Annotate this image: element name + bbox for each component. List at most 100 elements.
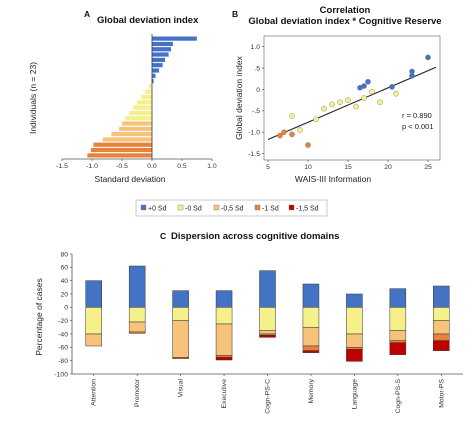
panel-b-point [409,72,415,79]
panel-c-ylabel: Percentage of cases [34,278,44,356]
panel-c-bar-segment [85,333,102,347]
panel-a-bar [141,94,153,100]
panel-c-y-tick-label: -40 [58,331,68,338]
panel-c: C Dispersion across cognitive domains Pe… [34,231,463,414]
panel-a-tick-label: -0.5 [116,163,128,170]
legend-label: -0 Sd [185,206,202,213]
panel-b-fit-line [267,66,437,140]
panel-a-bar [87,152,153,158]
panel-c-category-label: Language [351,379,358,409]
legend-items: +0 Sd -0 Sd -0,5 Sd -1 Sd -1,5 Sd [140,204,319,213]
panel-c-bar-segment [302,283,320,308]
panel-a-bar [151,73,156,79]
panel-b-y-tick-label: -1.0 [248,130,260,137]
panel-a-axis: -1.5 -1.0 -0.5 0.0 0.5 1.0 [56,34,217,170]
panel-b-y-tick-label: 1.0 [251,44,261,51]
panel-c-category-label: Attention [91,379,98,406]
panel-b-point [313,116,319,123]
panel-c-category-label: Executive [221,379,228,409]
panel-c-bar-segment [346,347,363,350]
panel-b-point [365,78,371,85]
panel-b-y-tick-label: .5 [254,65,260,72]
panel-c-bar-segment [302,350,320,353]
panel-c-bar-segment [259,335,276,338]
panel-a-tick-label: 0.5 [177,163,187,170]
panel-c-bar-segment [302,345,320,351]
panel-c-bar-segment [302,307,320,328]
legend-swatch [288,204,295,211]
panel-b-x-tick-label: 10 [304,164,312,171]
panel-c-bar-segment [215,323,233,356]
panel-c-bar-segment [389,342,407,355]
panel-b-point [393,90,399,97]
panel-b-y-tick-label: -.5 [252,108,260,115]
panel-b-y-tick-label: 0 [256,87,260,94]
panel-b: B Correlation Global deviation index * C… [232,5,442,184]
panel-c-bar-segment [346,307,363,335]
panel-b-plot: 5 10 15 20 25 1.0 .5 0 -.5 -1.0 -1.5 [248,35,441,171]
panel-b-letter: B [232,9,238,19]
panel-a-bar [151,36,198,42]
legend-label: -0,5 Sd [221,206,244,213]
panel-c-bar-segment [346,293,363,308]
panel-c-category-label: Memory [308,378,315,403]
panel-b-point [389,84,395,90]
panel-c-bar-segment [302,327,320,347]
panel-b-point [297,127,303,133]
panel-b-x-tick-label: 25 [424,164,432,171]
panel-a-tick-label: 0.0 [147,163,157,170]
panel-a-tick-label: -1.0 [86,163,98,170]
panel-b-point [369,88,375,95]
legend-label: +0 Sd [148,206,167,213]
panel-a-xlabel: Standard deviation [95,174,166,184]
panel-c-y-tick-label: 40 [60,278,68,285]
panel-c-bar-segment [128,321,146,333]
legend-label: -1 Sd [262,206,279,213]
panel-c-title: Dispersion across cognitive domains [171,231,339,242]
panel-c-y-tick-label: 0 [64,305,68,312]
panel-c-bar-segment [85,280,102,308]
panel-b-point [329,101,335,108]
panel-b-point [345,97,351,103]
panel-b-title-line2: Global deviation index * Cognitive Reser… [248,16,441,27]
panel-b-annotation-r: r = 0.890 [402,111,432,120]
panel-c-bar-segment [259,270,276,308]
panel-c-category-label: Visual [178,379,185,398]
panel-c-bar-segment [389,340,407,343]
panel-a-bar [136,99,153,105]
panel-a-ylabel: Individuals (n = 23) [28,62,38,134]
panel-a-title: Global deviation index [97,15,199,26]
panel-b-xlabel: WAIS-III Information [295,174,371,184]
panel-a-tick-label: 1.0 [207,163,217,170]
panel-c-bar-segment [433,333,450,341]
panel-b-point [357,84,363,91]
panel-b-point [277,132,283,139]
panel-c-bar-segment [346,333,363,348]
panel-b-title-line1: Correlation [320,5,371,16]
panel-b-point [425,54,431,61]
panel-b-y-tick-label: -1.5 [248,151,260,158]
panel-a-tick-label: -1.5 [56,163,68,170]
legend-box [135,199,328,217]
panel-c-bar-segment [85,307,102,335]
panel-a-bar [144,89,153,95]
panel-b-x-tick-label: 20 [384,164,392,171]
panel-c-plot: 80 60 40 20 0 -20 -40 -60 -80 -100 Attention Premot… [54,251,463,414]
panel-c-y-tick-label: 20 [60,291,68,298]
legend: +0 Sd -0 Sd -0,5 Sd -1 Sd -1,5 Sd [135,199,328,217]
panel-b-point [361,95,367,101]
panel-c-y-tick-label: -20 [58,318,68,325]
panel-c-bar-segment [433,285,450,308]
panel-a-bar [151,52,169,57]
panel-a-bar [129,110,153,116]
panel-b-point [321,105,327,112]
panel-c-bar-segment [389,330,407,341]
panel-c-y-tick-label: -80 [58,358,68,365]
panel-c-bar-segment [172,357,189,359]
panel-c-bar-segment [259,307,276,331]
panel-c-bar-segment [215,290,233,308]
panel-c-bar-segment [433,307,450,321]
panel-a-bar [124,115,153,121]
legend-label: -1,5 Sd [296,206,319,213]
panel-a-bar [90,147,153,153]
